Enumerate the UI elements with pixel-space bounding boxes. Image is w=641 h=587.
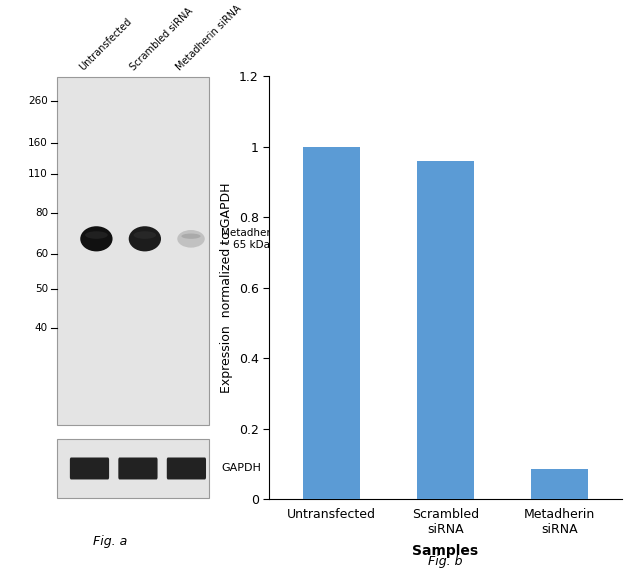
Bar xyxy=(531,469,588,499)
Text: 60: 60 xyxy=(35,249,48,259)
Text: Metadherin siRNA: Metadherin siRNA xyxy=(175,4,244,72)
Text: 260: 260 xyxy=(28,96,48,106)
Ellipse shape xyxy=(85,231,108,239)
FancyBboxPatch shape xyxy=(119,457,158,480)
Text: Untransfected: Untransfected xyxy=(78,16,134,72)
Bar xyxy=(417,161,474,499)
Text: 110: 110 xyxy=(28,170,48,180)
Ellipse shape xyxy=(129,226,161,251)
Text: Fig. b: Fig. b xyxy=(428,555,463,568)
Ellipse shape xyxy=(181,234,201,239)
X-axis label: Samples: Samples xyxy=(412,544,479,558)
Text: 80: 80 xyxy=(35,208,48,218)
FancyBboxPatch shape xyxy=(70,457,109,480)
Bar xyxy=(303,147,360,499)
Bar xyxy=(57,77,210,425)
Ellipse shape xyxy=(178,230,204,248)
Text: 50: 50 xyxy=(35,284,48,294)
Y-axis label: Expression  normalized to GAPDH: Expression normalized to GAPDH xyxy=(221,183,233,393)
Ellipse shape xyxy=(80,226,113,251)
Text: Fig. a: Fig. a xyxy=(93,535,128,548)
Text: GAPDH: GAPDH xyxy=(221,464,261,474)
Bar xyxy=(57,438,210,498)
Text: Scrambled siRNA: Scrambled siRNA xyxy=(129,6,195,72)
FancyBboxPatch shape xyxy=(167,457,206,480)
Text: Metadherin
~ 65 kDa: Metadherin ~ 65 kDa xyxy=(221,228,280,249)
Text: 40: 40 xyxy=(35,322,48,333)
Ellipse shape xyxy=(133,231,156,239)
Text: 160: 160 xyxy=(28,138,48,148)
